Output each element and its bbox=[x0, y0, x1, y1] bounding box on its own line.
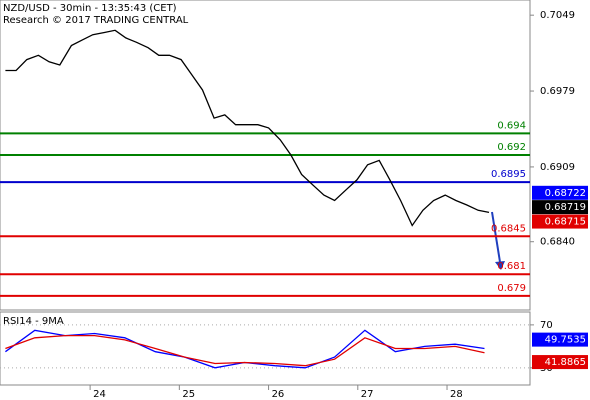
level-label: 0.694 bbox=[497, 120, 526, 131]
price-tag bbox=[532, 185, 588, 200]
price-tag-label: 0.68715 bbox=[545, 217, 586, 228]
price-tag bbox=[532, 355, 588, 370]
series-line bbox=[5, 334, 485, 367]
chart-title: NZD/USD - 30min - 13:35:43 (CET) bbox=[3, 3, 177, 14]
level-label: 0.6895 bbox=[491, 169, 526, 180]
price-tag-label: 41.8865 bbox=[545, 357, 586, 368]
x-tick-label: 24 bbox=[93, 389, 106, 400]
price-tag-label: 0.68719 bbox=[545, 202, 586, 213]
chart-subtitle: Research © 2017 TRADING CENTRAL bbox=[3, 15, 189, 26]
series-line bbox=[5, 29, 490, 227]
x-tick-label: 26 bbox=[272, 389, 285, 400]
level-label: 0.679 bbox=[497, 283, 526, 294]
x-tick-label: 27 bbox=[361, 389, 374, 400]
y-tick-label: 0.6979 bbox=[540, 86, 575, 97]
level-label: 0.692 bbox=[497, 142, 526, 153]
price-tag bbox=[532, 200, 588, 215]
x-tick-label: 25 bbox=[182, 389, 195, 400]
arrow-head bbox=[495, 261, 505, 270]
price-tag-label: 0.68722 bbox=[545, 188, 586, 199]
y-tick-label: 0.7049 bbox=[540, 10, 575, 21]
rsi-panel bbox=[0, 311, 531, 386]
y-tick-label: 0.6909 bbox=[540, 162, 575, 173]
y-tick-label: 70 bbox=[540, 320, 553, 331]
price-tag bbox=[532, 332, 588, 347]
price-tag-label: 49.7535 bbox=[545, 335, 586, 346]
y-tick-label: 0.6840 bbox=[540, 237, 575, 248]
level-label: 0.681 bbox=[497, 261, 526, 272]
rsi-title: RSI14 - 9MA bbox=[3, 316, 64, 327]
price-tag bbox=[532, 214, 588, 229]
level-label: 0.6845 bbox=[491, 223, 526, 234]
x-tick-label: 28 bbox=[450, 389, 463, 400]
